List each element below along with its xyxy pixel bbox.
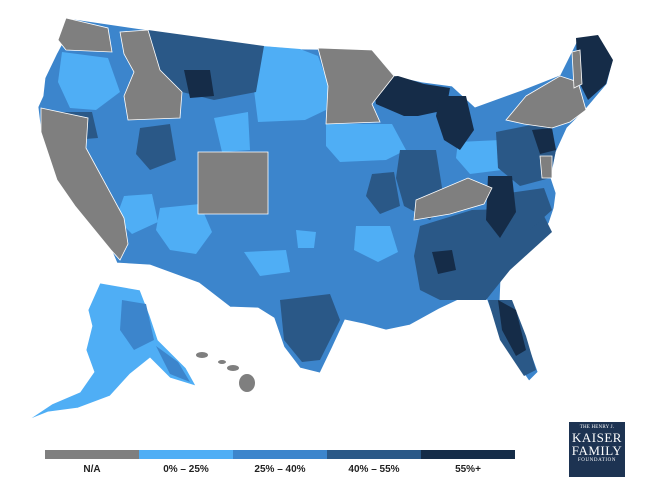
legend-label-40-55: 40% – 55% [348, 464, 400, 475]
logo-line-3: FAMILY [571, 443, 623, 458]
iowa-nebraska-light [326, 124, 406, 162]
logo-line-2: KAISER [572, 430, 622, 445]
legend-swatch-55-plus [421, 450, 515, 459]
arkansas-light [354, 226, 398, 262]
california [40, 107, 129, 261]
missouri-region [366, 172, 400, 214]
south-texas-region [280, 294, 340, 362]
legend-color-bar [45, 450, 515, 459]
kentucky [413, 177, 493, 221]
minnesota [317, 47, 395, 125]
oklahoma-light [296, 230, 316, 248]
alabama-dark [432, 250, 456, 274]
utah-region [136, 124, 176, 170]
appalachia-region [486, 176, 516, 238]
kff-logo: THE HENRY J. KAISER FAMILY FOUNDATION [569, 422, 625, 477]
idaho [119, 29, 183, 121]
legend-swatch-40-55 [327, 450, 421, 459]
bin4-regions [184, 35, 613, 356]
southeast-region [414, 208, 552, 300]
nj-dark [532, 128, 556, 154]
legend-swatch-0-25 [139, 450, 233, 459]
wyoming-light [214, 112, 250, 152]
legend-label-55-plus: 55%+ [455, 464, 481, 475]
arizona-light [156, 204, 212, 254]
michigan-up-region [372, 76, 450, 116]
north-dakota-region [254, 46, 328, 122]
michigan-lower-region [436, 96, 474, 150]
montana-region [148, 30, 264, 100]
na-states [40, 17, 587, 261]
texas-panhandle-light [244, 250, 290, 276]
washington-oregon-light [58, 52, 120, 110]
maine-region [576, 35, 613, 100]
alaska [27, 282, 197, 421]
logo-line-1: THE HENRY J. [579, 425, 615, 430]
legend-swatch-25-40 [233, 450, 327, 459]
legend: N/A 0% – 25% 25% – 40% 40% – 55% 55%+ [45, 450, 515, 480]
washington-gray [57, 17, 113, 53]
legend-labels: N/A 0% – 25% 25% – 40% 40% – 55% 55%+ [45, 464, 515, 475]
logo-line-4: FOUNDATION [577, 458, 617, 463]
dc-area [539, 155, 553, 179]
legend-label-0-25: 0% – 25% [163, 464, 209, 475]
colorado [197, 151, 269, 215]
montana-dark-spot [184, 70, 214, 98]
new-york [505, 75, 587, 129]
legend-label-25-40: 25% – 40% [254, 464, 306, 475]
vermont-nh [571, 49, 583, 89]
bin1-regions [58, 46, 502, 276]
legend-swatch-na [45, 450, 139, 459]
florida-dark [498, 300, 526, 356]
legend-label-na: N/A [83, 464, 101, 475]
hawaii [196, 352, 255, 392]
nevada-south-light [116, 194, 158, 234]
ohio-light [456, 140, 502, 174]
